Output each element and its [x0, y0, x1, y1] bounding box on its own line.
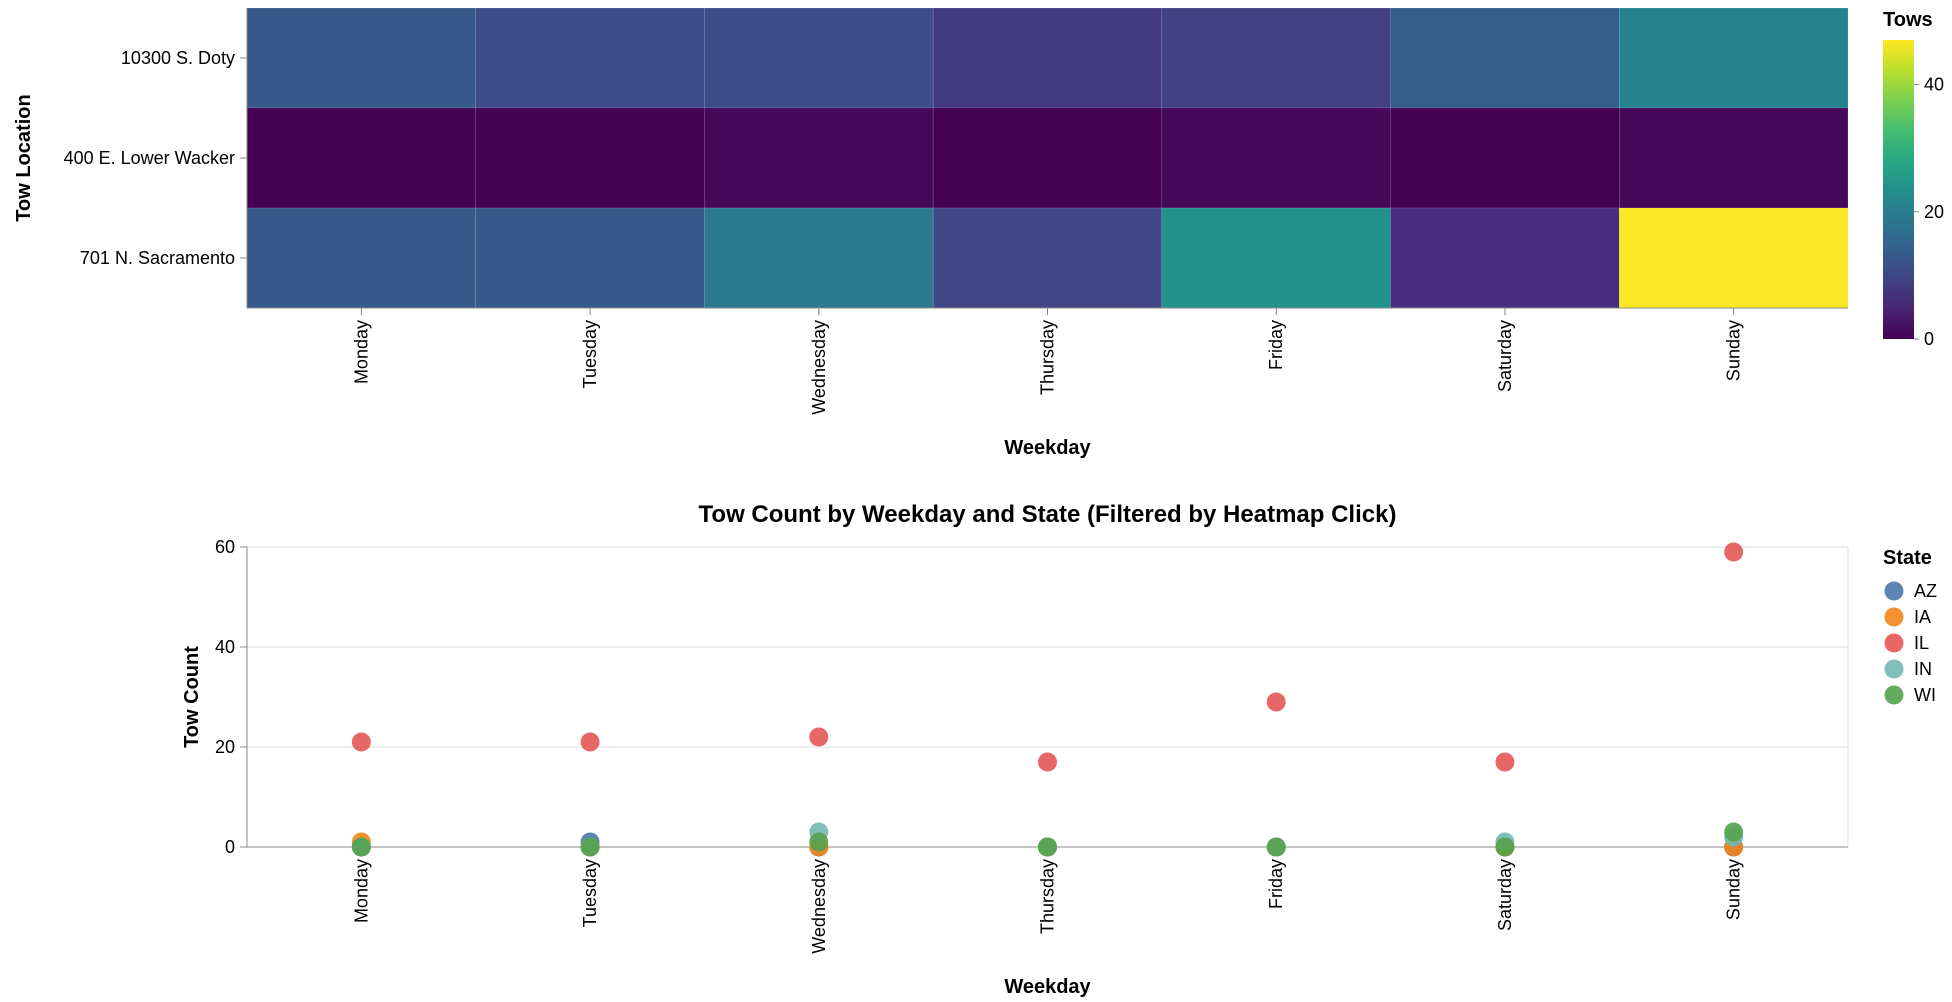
scatter-x-tick-label: Wednesday	[809, 859, 829, 954]
heatmap-cell-400-e-lower-wacker-wednesday[interactable]	[704, 107, 934, 209]
scatter-y-axis-title: Tow Count	[181, 646, 203, 748]
scatter-x-tick-label: Thursday	[1038, 859, 1058, 934]
heatmap-x-tick-label: Tuesday	[580, 320, 600, 388]
heatmap-cell-400-e-lower-wacker-friday[interactable]	[1161, 107, 1391, 209]
scatter-point-il-thursday[interactable]	[1038, 752, 1057, 772]
scatter-x-axis-title: Weekday	[1004, 976, 1091, 998]
scatter-x-tick-label: Sunday	[1724, 859, 1744, 920]
scatter-y-tick-label: 0	[225, 837, 235, 857]
scatter-legend-label-az[interactable]: AZ	[1914, 581, 1937, 601]
heatmap-y-tick-label: 10300 S. Doty	[121, 48, 235, 68]
scatter-point-wi-wednesday[interactable]	[809, 832, 829, 852]
scatter-point-wi-saturday[interactable]	[1495, 837, 1515, 857]
scatter-point-wi-friday[interactable]	[1266, 837, 1286, 857]
heatmap-cell-10300-s-doty-wednesday[interactable]	[704, 7, 934, 109]
scatter-legend-swatch-in[interactable]	[1884, 659, 1904, 679]
scatter-y-tick-label: 60	[215, 537, 235, 557]
heatmap-x-tick-label: Sunday	[1724, 320, 1744, 381]
heatmap-legend-tick-label: 0	[1924, 329, 1934, 349]
heatmap-cell-10300-s-doty-thursday[interactable]	[932, 7, 1163, 109]
scatter-legend-label-il[interactable]: IL	[1914, 633, 1929, 653]
heatmap-x-axis-title: Weekday	[1004, 437, 1091, 459]
scatter-plot-frame	[246, 546, 1849, 848]
heatmap-cell-400-e-lower-wacker-sunday[interactable]	[1618, 107, 1849, 209]
scatter-legend-label-in[interactable]: IN	[1914, 659, 1932, 679]
scatter-x-tick-label: Friday	[1266, 859, 1286, 909]
scatter-point-il-friday[interactable]	[1266, 692, 1286, 712]
heatmap-x-tick-label: Wednesday	[809, 320, 829, 415]
heatmap-cell-701-n-sacramento-friday[interactable]	[1161, 207, 1391, 309]
scatter-legend-title: State	[1883, 547, 1932, 569]
heatmap-cell-400-e-lower-wacker-saturday[interactable]	[1390, 107, 1620, 209]
scatter-legend-swatch-ia[interactable]	[1884, 607, 1904, 627]
heatmap-cell-10300-s-doty-friday[interactable]	[1161, 7, 1391, 109]
heatmap-legend-tick-label: 20	[1924, 202, 1944, 222]
heatmap-legend-tick-label: 40	[1924, 75, 1944, 95]
scatter-x-tick-label: Tuesday	[580, 859, 600, 927]
scatter-chart-title: Tow Count by Weekday and State (Filtered…	[699, 501, 1397, 528]
heatmap-cell-10300-s-doty-tuesday[interactable]	[475, 7, 705, 109]
scatter-legend-label-ia[interactable]: IA	[1914, 607, 1931, 627]
scatter-legend-swatch-az[interactable]	[1884, 581, 1904, 601]
scatter-point-il-saturday[interactable]	[1495, 752, 1515, 772]
scatter-point-wi-tuesday[interactable]	[580, 837, 600, 857]
scatter-legend-swatch-wi[interactable]	[1884, 685, 1904, 705]
heatmap-chart[interactable]: 10300 S. Doty 400 E. Lower Wacker 701 N. S…	[0, 0, 1952, 470]
scatter-point-wi-thursday[interactable]	[1038, 837, 1057, 857]
heatmap-cell-701-n-sacramento-thursday[interactable]	[932, 207, 1163, 309]
heatmap-cell-10300-s-doty-sunday[interactable]	[1618, 7, 1849, 109]
scatter-x-tick-label: Saturday	[1495, 859, 1515, 931]
heatmap-legend-gradient	[1883, 40, 1914, 339]
scatter-legend-label-wi[interactable]: WI	[1914, 685, 1936, 705]
heatmap-cell-701-n-sacramento-sunday[interactable]	[1618, 207, 1849, 309]
scatter-point-wi-sunday[interactable]	[1724, 822, 1744, 842]
heatmap-cell-10300-s-doty-monday[interactable]	[246, 7, 477, 109]
heatmap-y-axis-title: Tow Location	[13, 94, 35, 221]
heatmap-x-tick-label: Monday	[351, 320, 371, 384]
heatmap-x-tick-label: Saturday	[1495, 320, 1515, 392]
heatmap-cell-701-n-sacramento-wednesday[interactable]	[704, 207, 934, 309]
heatmap-cell-400-e-lower-wacker-monday[interactable]	[246, 107, 477, 209]
scatter-point-il-tuesday[interactable]	[580, 732, 600, 752]
heatmap-x-tick-label: Thursday	[1038, 320, 1058, 395]
heatmap-y-tick-label: 701 N. Sacramento	[80, 248, 235, 268]
heatmap-cell-701-n-sacramento-tuesday[interactable]	[475, 207, 705, 309]
scatter-y-tick-label: 40	[215, 637, 235, 657]
heatmap-x-tick-label: Friday	[1266, 320, 1286, 370]
scatter-point-il-sunday[interactable]	[1724, 542, 1744, 562]
heatmap-cell-701-n-sacramento-monday[interactable]	[246, 207, 477, 309]
heatmap-legend-title: Tows	[1883, 9, 1933, 31]
scatter-point-il-wednesday[interactable]	[809, 727, 829, 747]
heatmap-y-tick-label: 400 E. Lower Wacker	[64, 148, 235, 168]
scatter-x-tick-label: Monday	[351, 859, 371, 923]
scatter-y-tick-label: 20	[215, 737, 235, 757]
scatter-point-wi-monday[interactable]	[351, 837, 371, 857]
scatter-point-il-monday[interactable]	[351, 732, 371, 752]
heatmap-cell-10300-s-doty-saturday[interactable]	[1390, 7, 1620, 109]
scatter-legend-swatch-il[interactable]	[1884, 633, 1904, 653]
heatmap-cell-701-n-sacramento-saturday[interactable]	[1390, 207, 1620, 309]
